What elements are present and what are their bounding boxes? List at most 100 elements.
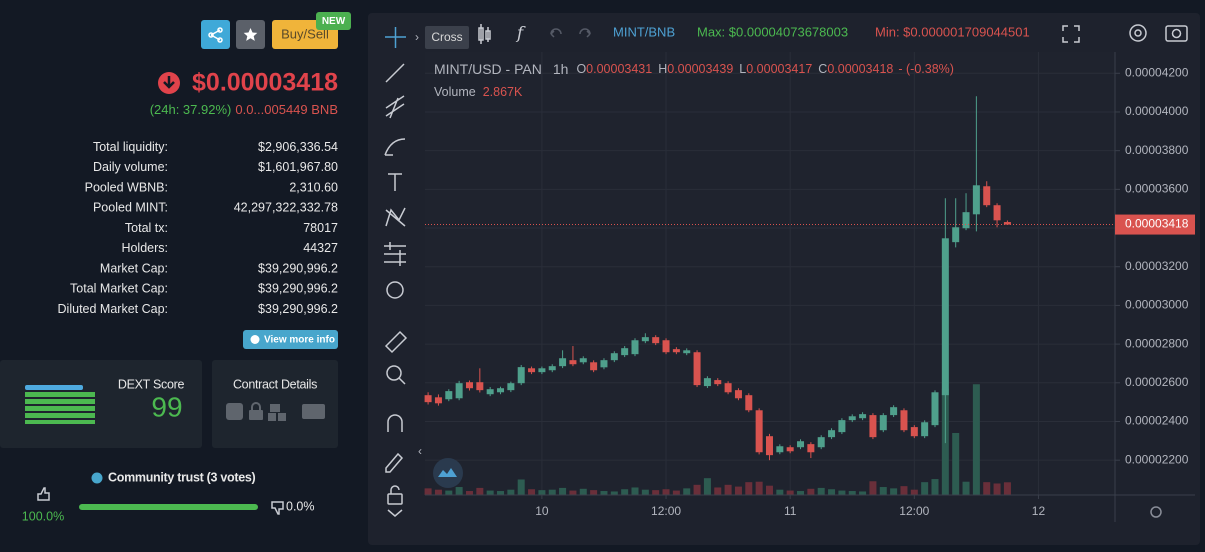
- candle-body: [879, 415, 887, 431]
- candle-body: [972, 185, 980, 215]
- measure-tool[interactable]: [384, 330, 408, 354]
- pattern-tool[interactable]: [385, 207, 406, 227]
- candle-body: [983, 186, 991, 206]
- icon: [251, 402, 261, 410]
- redo-icon[interactable]: [579, 28, 591, 38]
- volume-bar: [641, 489, 649, 495]
- volume-bar: [776, 489, 784, 495]
- screenshot-lens: [1171, 28, 1182, 39]
- volume-bar: [621, 489, 629, 495]
- candle-body: [807, 444, 815, 453]
- volume-bar: [590, 490, 598, 495]
- candle-body: [434, 397, 442, 404]
- expand-arrow[interactable]: ›: [415, 30, 419, 44]
- icon: [278, 413, 286, 421]
- candle-body: [548, 366, 556, 371]
- legend-open: 0.00003431: [586, 62, 652, 76]
- volume-bar: [486, 490, 494, 495]
- undo-icon[interactable]: [550, 28, 562, 38]
- volume-bar: [465, 491, 473, 495]
- trend-line-tool[interactable]: [385, 63, 405, 83]
- x-tick-label: 12: [1032, 504, 1046, 518]
- candle-body: [455, 383, 463, 399]
- icons-tool[interactable]: [386, 281, 404, 299]
- candle-body: [817, 437, 825, 448]
- axis-settings-icon[interactable]: [1150, 506, 1162, 518]
- candle-body: [465, 382, 473, 389]
- fib-tool[interactable]: [385, 95, 405, 119]
- price-down-arrow: [163, 76, 175, 89]
- candle-body: [869, 415, 877, 438]
- share-button[interactable]: [201, 20, 230, 49]
- stat-label: Total liquidity:: [93, 140, 168, 154]
- candles-icon[interactable]: [478, 24, 491, 44]
- candle-body: [993, 205, 1001, 221]
- collapse-arrow[interactable]: ‹: [418, 444, 422, 458]
- volume-bar: [538, 490, 546, 495]
- candle-body: [528, 368, 536, 373]
- more-tools[interactable]: [387, 509, 403, 517]
- candle-body: [538, 368, 546, 373]
- candle-body: [476, 382, 484, 391]
- view-more-button[interactable]: [243, 330, 338, 349]
- candle-body: [507, 383, 515, 391]
- brush-tool[interactable]: [384, 138, 406, 156]
- drawing-tools: [384, 63, 408, 517]
- volume-legend-value: 2.867K: [483, 85, 523, 99]
- lock-drawing-tool[interactable]: [385, 452, 404, 473]
- candle-body: [765, 436, 773, 456]
- dext-bar: [25, 385, 83, 390]
- dext-score: 99: [151, 391, 182, 422]
- lock-tool[interactable]: [387, 493, 403, 505]
- volume-bar: [952, 432, 960, 495]
- candle-body: [703, 378, 711, 387]
- price-usd: $0.00003418: [192, 69, 338, 97]
- candle-layer: [424, 96, 1115, 461]
- thumb-up-icon[interactable]: [37, 487, 50, 501]
- magnet-tool[interactable]: [387, 414, 403, 432]
- volume-bar: [497, 491, 505, 495]
- volume-bar: [631, 487, 639, 495]
- volume-bar: [900, 486, 908, 495]
- y-tick-label: 0.00002600: [1125, 375, 1189, 389]
- cross-icon[interactable]: [385, 27, 406, 48]
- text-tool[interactable]: [388, 173, 402, 191]
- candle-body: [786, 447, 794, 452]
- volume-bar: [579, 488, 587, 495]
- thumb-down-icon[interactable]: [271, 501, 284, 515]
- legend-h-label: H: [658, 62, 667, 76]
- candle-body: [714, 380, 722, 385]
- volume-bar: [662, 489, 670, 495]
- candle-body: [838, 420, 846, 433]
- pair-button[interactable]: MINT/BNB: [613, 24, 675, 39]
- volume-bar: [869, 481, 877, 495]
- volume-bar: [600, 491, 608, 495]
- stat-value: 2,310.60: [289, 180, 338, 194]
- price-change: (24h: 37.92%): [150, 102, 232, 117]
- volume-bar: [993, 483, 1001, 495]
- y-tick-label: 0.00002400: [1125, 414, 1189, 428]
- share-icon: [208, 27, 223, 43]
- volume-bar: [1003, 482, 1011, 495]
- candle-body: [445, 391, 453, 400]
- screenshot-icon[interactable]: [1165, 25, 1188, 42]
- price-sub: (24h: 37.92%) 0.0...005449 BNB: [150, 102, 338, 117]
- prediction-tool[interactable]: [384, 242, 406, 266]
- candle-body: [672, 349, 680, 353]
- y-tick-label: 0.00003600: [1125, 182, 1189, 196]
- zoom-tool[interactable]: [386, 365, 402, 381]
- legend-symbol: MINT/USD - PAN: [434, 61, 542, 77]
- stat-value: $1,601,967.80: [258, 160, 338, 174]
- volume-bar: [765, 485, 773, 495]
- legend-o-label: O: [576, 62, 586, 76]
- icon: [302, 404, 325, 419]
- candle-body: [486, 389, 494, 395]
- dext-card: [0, 360, 202, 448]
- icon: [270, 404, 280, 412]
- settings-icon[interactable]: [1129, 24, 1147, 42]
- fullscreen-icon[interactable]: [1062, 25, 1080, 43]
- stats: Total liquidity: $2,906,336.54 Daily volum…: [58, 140, 339, 316]
- candle-body: [921, 422, 929, 437]
- indicators-icon[interactable]: f: [515, 24, 526, 44]
